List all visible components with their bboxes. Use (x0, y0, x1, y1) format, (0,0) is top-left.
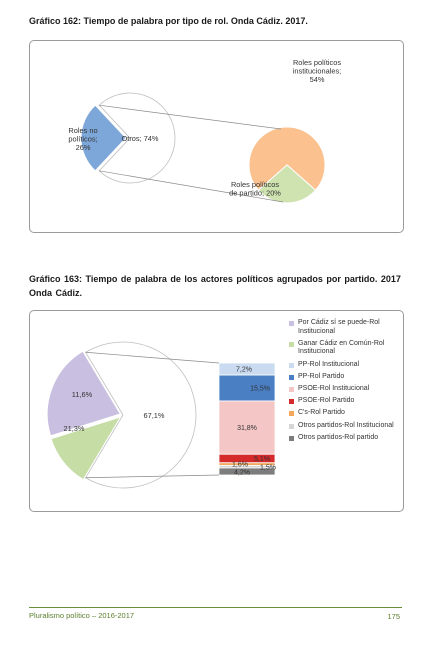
legend-swatch (289, 362, 294, 368)
legend-label: Otros partidos-Rol Institucional (298, 421, 394, 429)
legend-swatch (289, 386, 294, 392)
chart-163-frame: 67,1% 11,6% 21,3% 7,2% 15,5% 31,8% 5,1% 1,6% 1,5… (29, 310, 404, 512)
bar-label-psoe-rol-institucional: 31,8% (237, 425, 257, 432)
chart-162-heading: Gráfico 162: Tiempo de palabra por tipo … (29, 16, 308, 26)
chart-162-plot: Roles no políticos; 26% Otros; 74% Roles pol… (68, 58, 342, 204)
label-roles-no-politicos: Roles no políticos; 26% (68, 126, 97, 152)
label-roles-politicos-de-partido: Roles políticos de partido; 20% (229, 180, 281, 198)
legend-swatch (289, 399, 294, 405)
connector-line-top (85, 351, 220, 364)
bar-segment-pp-rol-partido (218, 374, 276, 402)
legend-swatch (289, 423, 294, 429)
label-por-cadiz-si-se-puede: 21,3% (64, 424, 85, 433)
bar-label-otros-partidos-rol-institucional: 1,5% (260, 464, 276, 471)
legend-swatch (289, 374, 294, 380)
legend-label: Por Cádiz sí se puede-Rol Institucional (298, 319, 380, 335)
bar-segment-otros-partidos-rol-partido (218, 467, 276, 476)
chart-163-legend: Por Cádiz sí se puede-Rol Institucional G… (289, 319, 401, 446)
legend-item-otros-partidos-rol-partido: Otros partidos-Rol partido (289, 434, 401, 443)
legend-label: Ganar Cádiz en Común-Rol Institucional (298, 339, 385, 356)
legend-item-otros-partidos-rol-institucional: Otros partidos-Rol Institucional (289, 422, 401, 431)
bar-label-pp-rol-institucional: 7,2% (236, 367, 252, 374)
legend-item-psoe-rol-institucional: PSOE-Rol Institucional (289, 385, 401, 394)
legend-item-psoe-rol-partido: PSOE-Rol Partido (289, 397, 401, 406)
bar-label-psoe-rol-partido: 5,1% (254, 456, 270, 463)
chart-163-heading: Gráfico 163: Tiempo de palabra de los ac… (29, 274, 401, 298)
connector-line-bottom (99, 170, 284, 203)
footer-title: Pluralismo político – 2016-2017 (29, 611, 135, 620)
slice-otros (98, 92, 176, 184)
legend-swatch (289, 435, 294, 441)
slice-ganar-cadiz-en-comun (50, 415, 122, 481)
chart-163-plot: 67,1% 11,6% 21,3% 7,2% 15,5% 31,8% 5,1% 1,6% 1,5… (46, 341, 276, 489)
bar-label-c-s-rol-partido: 1,6% (232, 461, 248, 468)
bar-segment-psoe-rol-institucional (218, 400, 276, 455)
legend-label: Otros partidos-Rol partido (298, 433, 379, 441)
label-ganar-cadiz-en-comun: 11,6% (72, 390, 93, 399)
bar-label-pp-rol-partido: 15,5% (250, 386, 270, 393)
legend-label: PSOE-Rol Institucional (298, 384, 370, 392)
legend-swatch (289, 411, 294, 417)
slice-roles-politicos-de-partido (257, 164, 317, 204)
chart-162-frame: Roles no políticos; 26% Otros; 74% Roles pol… (29, 40, 404, 233)
legend-swatch (289, 341, 294, 347)
slice-roles-no-politicos (80, 104, 127, 172)
legend-item-c-s-rol-partido: C's-Rol Partido (289, 409, 401, 418)
label-roles-politicos-institucionales: Roles políticos institucionales; 54% (293, 58, 342, 84)
slice-otros (85, 341, 197, 489)
page-footer: Pluralismo político – 2016-2017 175 (29, 607, 402, 621)
legend-label: C's-Rol Partido (298, 409, 345, 417)
legend-item-pp-rol-partido: PP-Rol Partido (289, 373, 401, 382)
legend-item-por-cadiz-si-se-puede-rol-institucional: Por Cádiz sí se puede-Rol Institucional (289, 319, 401, 336)
legend-item-pp-rol-institucional: PP-Rol Institucional (289, 361, 401, 370)
label-otros: Otros; 74% (122, 134, 159, 143)
legend-label: PP-Rol Institucional (298, 360, 360, 368)
legend-label: PP-Rol Partido (298, 372, 345, 380)
legend-label: PSOE-Rol Partido (298, 397, 355, 405)
connector-line-bottom (85, 474, 220, 479)
legend-swatch (289, 321, 294, 326)
label-otros: 67,1% (144, 411, 165, 420)
slice-por-cadiz-si-se-puede (46, 350, 121, 437)
page-number: 175 (387, 612, 400, 621)
connector-line-top (99, 104, 282, 130)
legend-item-ganar-cadiz-en-comun-rol-institucional: Ganar Cádiz en Común-Rol Institucional (289, 340, 401, 357)
slice-roles-politicos-institucionales (248, 126, 326, 191)
bar-label-otros-partidos-rol-partido: 4,2% (234, 470, 250, 477)
